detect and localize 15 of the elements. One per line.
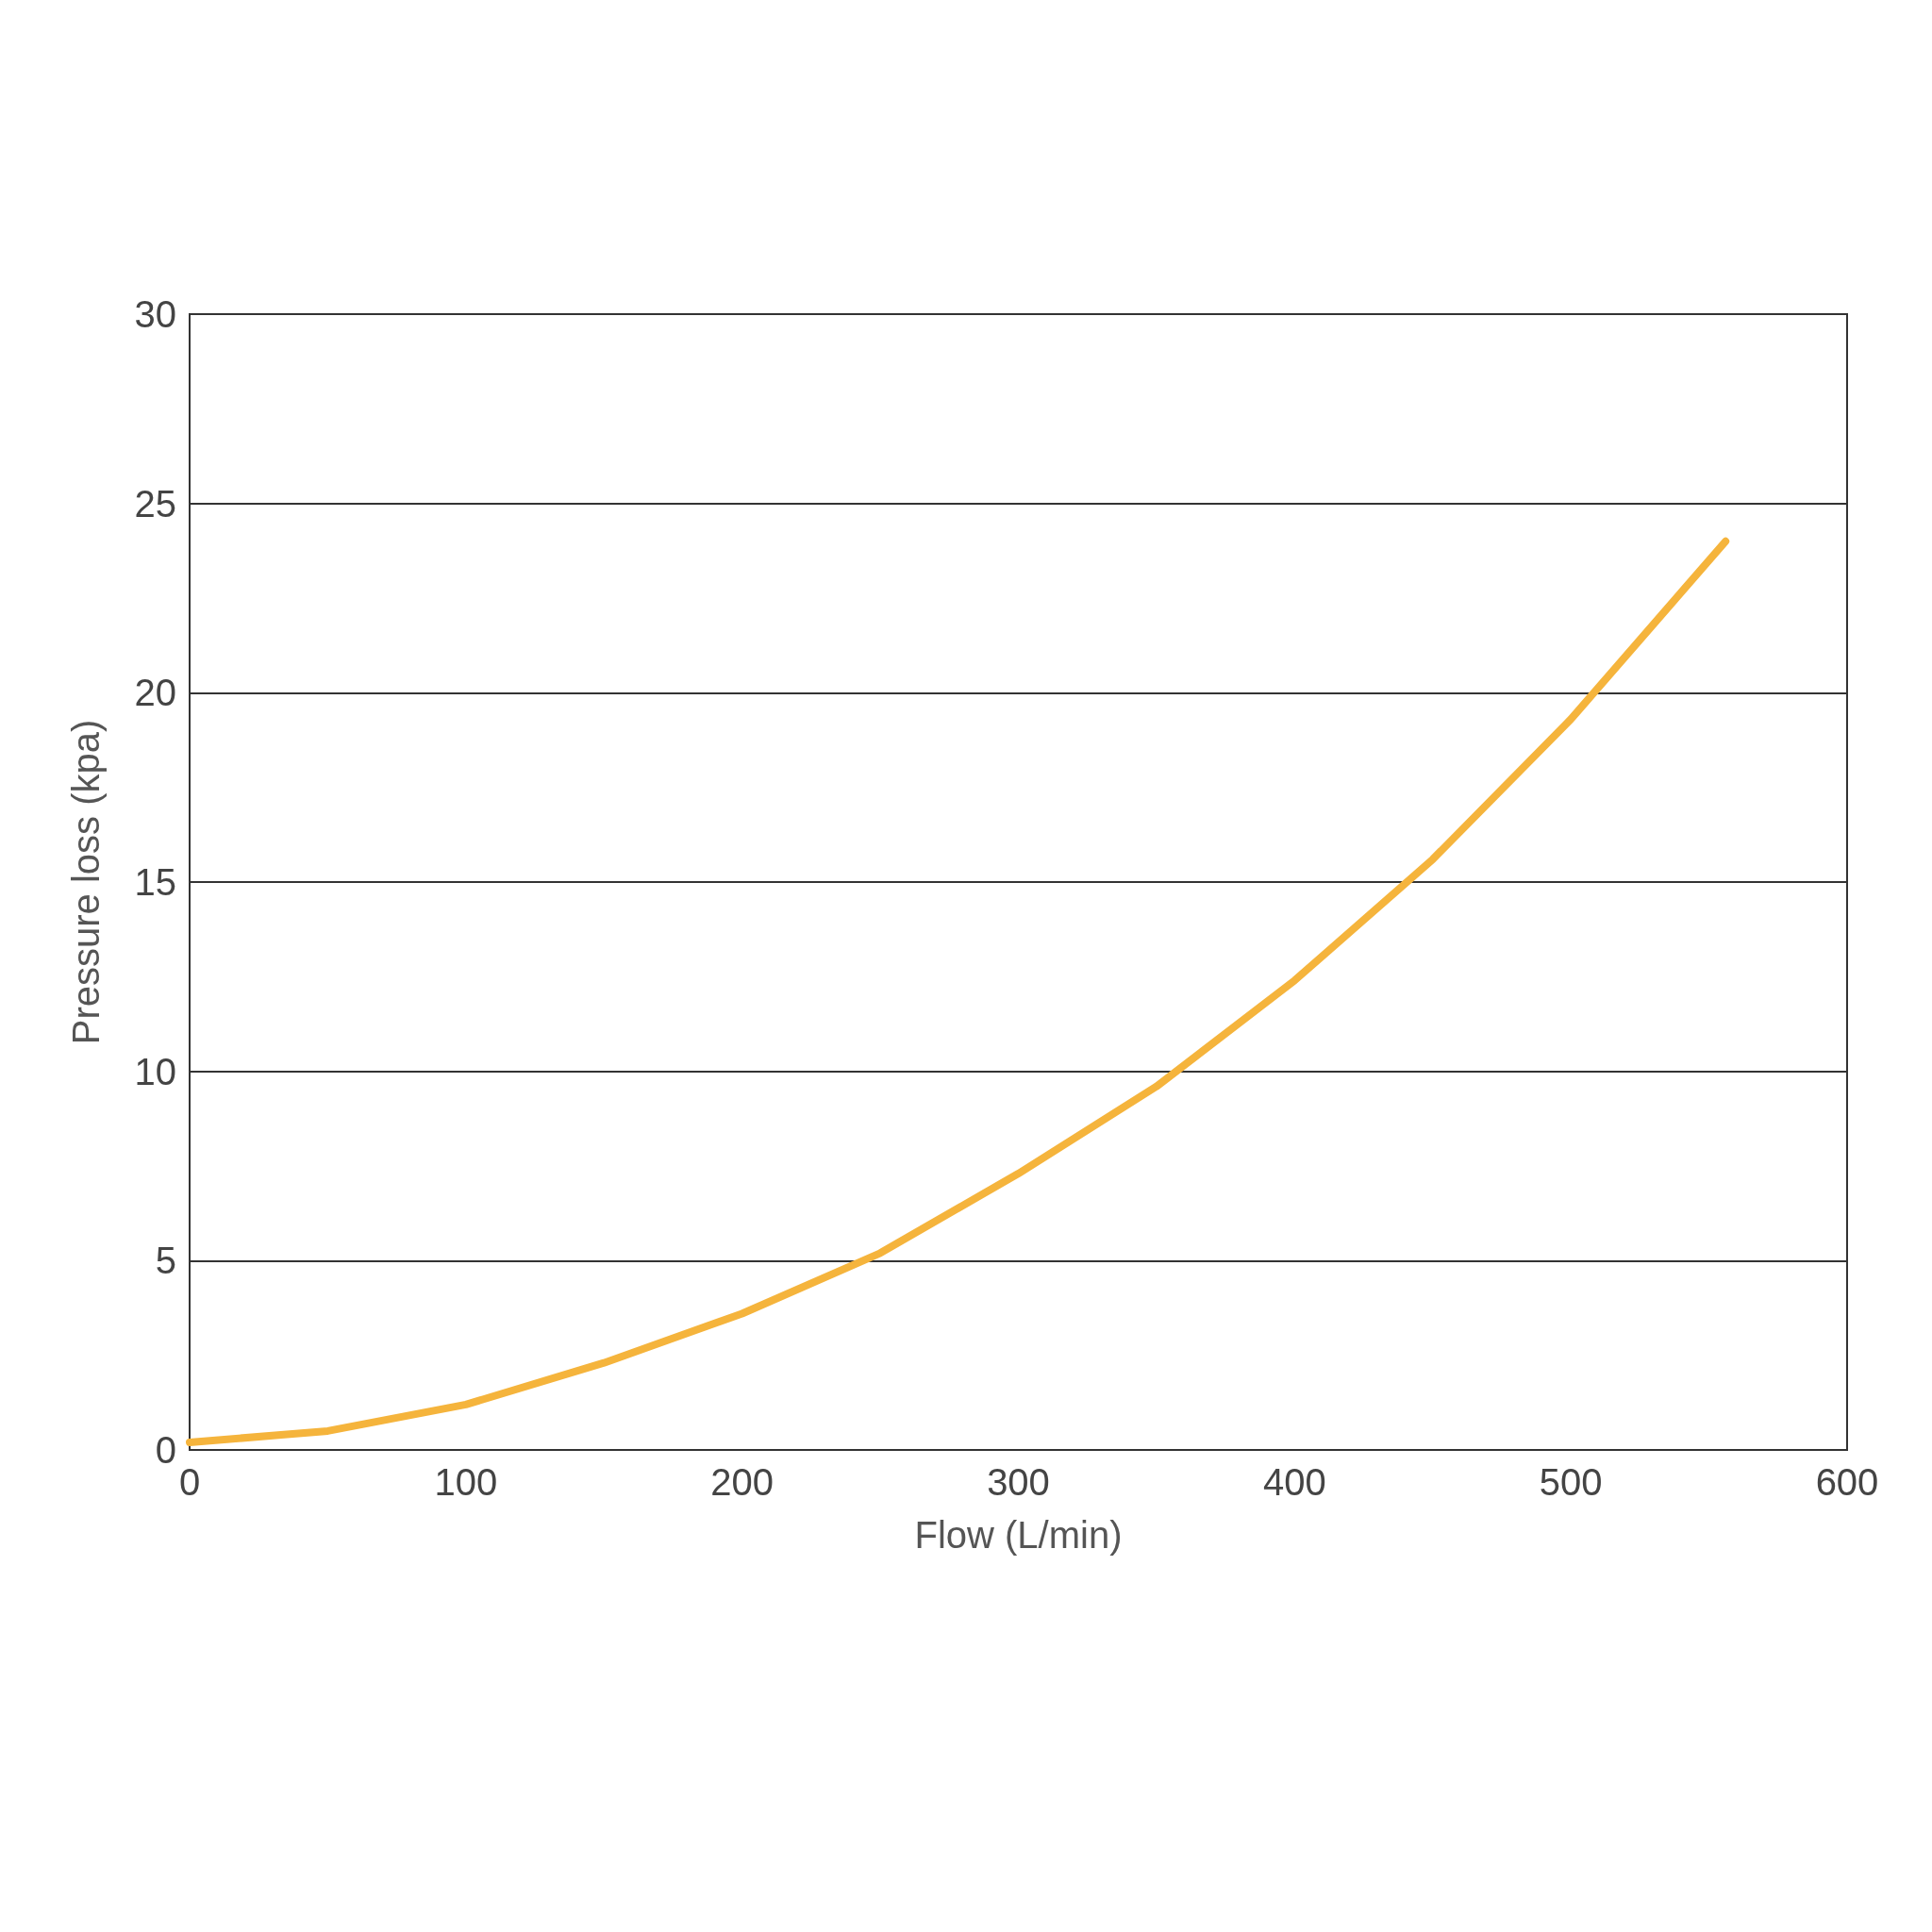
x-axis-title: Flow (L/min) [914, 1514, 1123, 1556]
y-tick-label: 10 [134, 1050, 176, 1092]
y-tick-label: 20 [134, 672, 176, 714]
x-tick-label: 600 [1815, 1461, 1879, 1503]
x-tick-label: 100 [434, 1461, 498, 1503]
y-tick-label: 25 [134, 482, 176, 525]
y-tick-label: 5 [155, 1240, 176, 1282]
x-tick-label: 500 [1539, 1461, 1603, 1503]
y-tick-label: 15 [134, 861, 176, 903]
x-tick-label: 400 [1262, 1461, 1326, 1503]
x-tick-label: 200 [710, 1461, 774, 1503]
y-axis-title: Pressure loss (kpa) [65, 719, 107, 1045]
x-tick-label: 300 [987, 1461, 1050, 1503]
y-tick-label: 0 [155, 1429, 176, 1471]
y-tick-label: 30 [134, 293, 176, 335]
